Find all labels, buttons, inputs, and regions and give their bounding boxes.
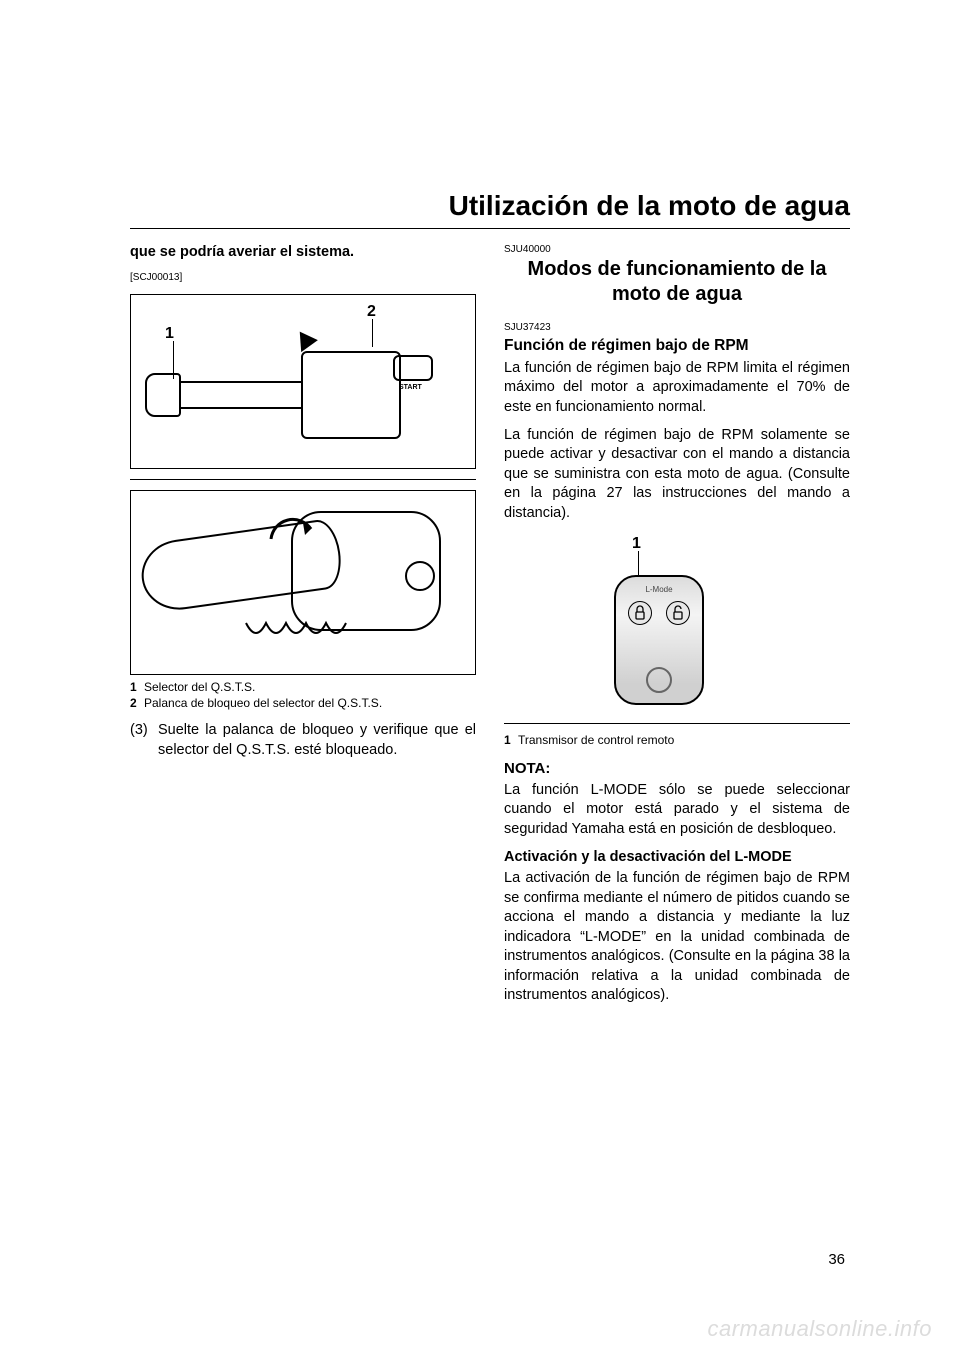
paragraph: La función de régimen bajo de RPM solame… — [504, 426, 850, 524]
figure-divider — [504, 723, 850, 724]
figure-throttle: 1 2 START — [130, 294, 476, 469]
sub-heading-lmode: Activación y la desactivación del L-MODE — [504, 848, 850, 868]
caption-row: 2 Palanca de bloqueo del selector del Q.… — [130, 695, 476, 711]
section-title: Utilización de la moto de agua — [130, 190, 850, 222]
step-3: (3) Suelte la palanca de bloqueo y verif… — [130, 721, 476, 760]
page-number: 36 — [828, 1251, 845, 1268]
step-number: (3) — [130, 721, 158, 760]
caption-num: 1 — [504, 732, 518, 748]
unlock-icon — [666, 601, 690, 625]
doc-code-left: [SCJ00013] — [130, 271, 476, 285]
nota-heading: NOTA: — [504, 759, 850, 779]
caption-row: 1 Selector del Q.S.T.S. — [130, 679, 476, 695]
caption-num: 2 — [130, 695, 144, 711]
h2-line1: Modos de funcionamiento de la — [528, 258, 827, 280]
nota-paragraph: La función L-MODE sólo se puede seleccio… — [504, 781, 850, 840]
title-rule — [130, 228, 850, 229]
start-label: START — [399, 383, 422, 392]
figure-remote: 1 L-Mode — [504, 533, 850, 713]
lanyard-icon — [241, 618, 361, 668]
left-column: que se podría averiar el sistema. [SCJ00… — [130, 243, 476, 1014]
heading-low-rpm: Función de régimen bajo de RPM — [504, 336, 850, 357]
figure-callout-1: 1 — [632, 533, 641, 555]
remote-body: L-Mode — [614, 575, 704, 705]
page: Utilización de la moto de agua que se po… — [0, 0, 960, 1358]
paragraph: La activación de la función de régimen b… — [504, 869, 850, 1006]
lock-icon — [628, 601, 652, 625]
lmode-label: L-Mode — [645, 585, 672, 596]
keyring-icon — [646, 667, 672, 693]
step-text: Suelte la palanca de bloqueo y verifique… — [158, 721, 476, 760]
caption-text: Selector del Q.S.T.S. — [144, 679, 255, 695]
remote-caption: 1 Transmisor de control remoto — [504, 732, 850, 748]
arrow-icon — [261, 509, 321, 549]
paragraph: La función de régimen bajo de RPM limita… — [504, 359, 850, 418]
continuation-sentence: que se podría averiar el sistema. — [130, 243, 476, 263]
doc-code-right-1: SJU40000 — [504, 243, 850, 257]
caption-text: Transmisor de control remoto — [518, 732, 674, 748]
caption-num: 1 — [130, 679, 144, 695]
h2-line2: moto de agua — [612, 283, 742, 305]
doc-code-right-2: SJU37423 — [504, 321, 850, 335]
heading-modes: Modos de funcionamiento de la moto de ag… — [504, 257, 850, 307]
figure-captions: 1 Selector del Q.S.T.S. 2 Palanca de blo… — [130, 679, 476, 711]
right-column: SJU40000 Modos de funcionamiento de la m… — [504, 243, 850, 1014]
figure-divider — [130, 479, 476, 480]
two-column-layout: que se podría averiar el sistema. [SCJ00… — [130, 243, 850, 1014]
caption-row: 1 Transmisor de control remoto — [504, 732, 850, 748]
watermark: carmanualsonline.info — [707, 1316, 932, 1342]
caption-text: Palanca de bloqueo del selector del Q.S.… — [144, 695, 382, 711]
figure-handle — [130, 490, 476, 675]
